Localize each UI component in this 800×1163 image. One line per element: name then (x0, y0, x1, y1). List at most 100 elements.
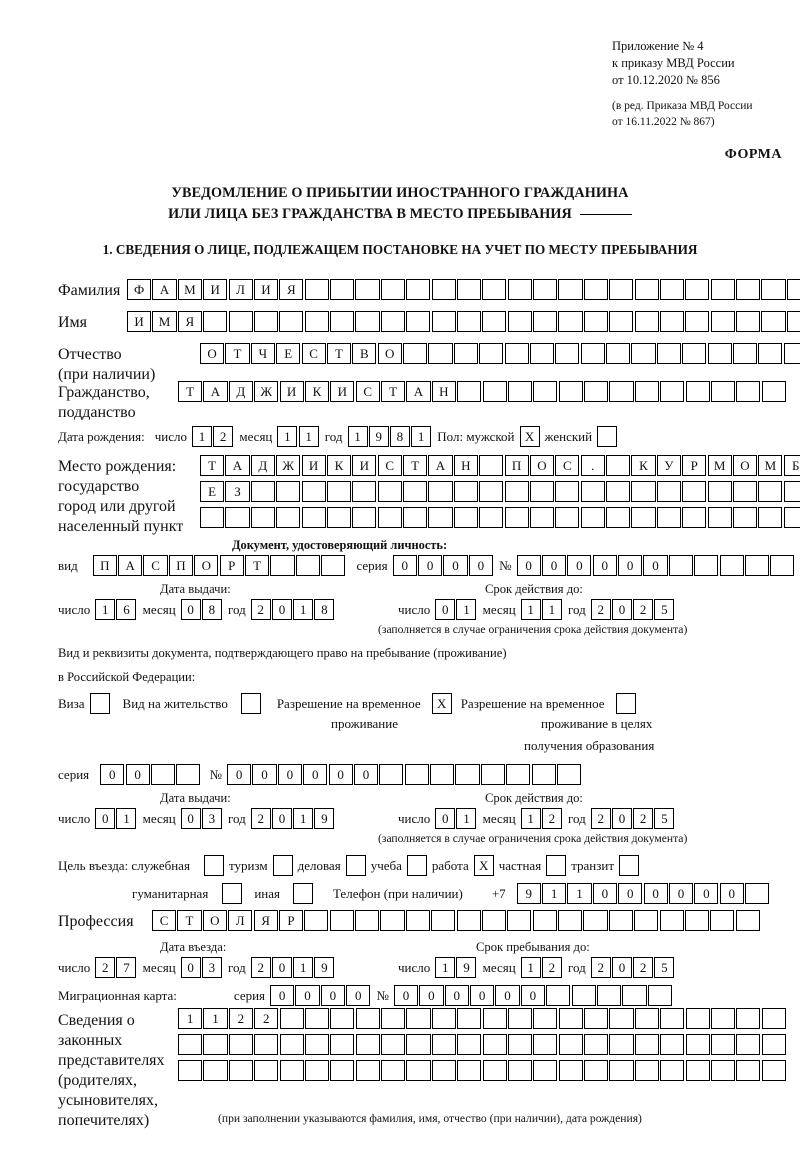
checkbox-temp-residence[interactable]: X (431, 693, 452, 714)
input-cell[interactable] (406, 855, 427, 876)
input-cell[interactable] (719, 555, 744, 576)
input-cell[interactable] (770, 555, 795, 576)
input-cell[interactable] (457, 381, 482, 402)
input-cell[interactable] (479, 455, 504, 476)
input-cell[interactable]: Д (228, 381, 253, 402)
input-cell[interactable]: О (202, 910, 227, 931)
input-cell[interactable] (584, 1034, 609, 1055)
input-cell[interactable] (707, 507, 732, 528)
input-cell[interactable]: Л (228, 910, 253, 931)
checkbox-purpose-tourism[interactable] (272, 855, 293, 876)
input-cell[interactable] (761, 1060, 786, 1081)
input-cell[interactable]: А (203, 381, 228, 402)
input-cell[interactable] (380, 279, 405, 300)
input-cell[interactable] (735, 910, 760, 931)
input-cell[interactable] (656, 481, 681, 502)
input-cell[interactable]: 6 (116, 599, 137, 620)
input-cell[interactable]: 0 (180, 599, 201, 620)
input-cell[interactable] (403, 507, 428, 528)
field-birthplace-row-3[interactable] (200, 507, 800, 528)
input-cell[interactable]: 2 (95, 957, 116, 978)
input-cell[interactable] (685, 311, 710, 332)
input-cell[interactable]: 1 (293, 957, 314, 978)
input-cell[interactable]: А (152, 279, 177, 300)
input-cell[interactable] (405, 910, 430, 931)
input-cell[interactable]: П (168, 555, 194, 576)
input-cell[interactable]: 1 (411, 426, 432, 447)
input-cell[interactable] (634, 1008, 659, 1029)
input-cell[interactable] (710, 311, 735, 332)
input-cell[interactable]: 0 (180, 808, 201, 829)
input-cell[interactable]: Т (200, 455, 225, 476)
input-cell[interactable] (254, 1034, 279, 1055)
input-cell[interactable] (631, 343, 656, 364)
input-cell[interactable]: 0 (180, 957, 201, 978)
input-cell[interactable] (380, 910, 405, 931)
input-cell[interactable] (355, 279, 380, 300)
input-cell[interactable] (619, 855, 640, 876)
input-cell[interactable] (707, 343, 732, 364)
input-cell[interactable] (659, 910, 684, 931)
input-cell[interactable]: Я (279, 279, 304, 300)
input-cell[interactable]: 1 (95, 599, 116, 620)
input-cell[interactable] (533, 311, 558, 332)
input-cell[interactable] (609, 311, 634, 332)
input-cell[interactable] (507, 381, 533, 402)
input-cell[interactable] (507, 1060, 533, 1081)
input-cell[interactable]: 2 (250, 957, 271, 978)
input-cell[interactable] (707, 481, 732, 502)
input-cell[interactable]: 9 (314, 808, 335, 829)
input-cell[interactable]: К (304, 381, 330, 402)
input-cell[interactable]: 3 (201, 808, 222, 829)
input-cell[interactable] (647, 985, 672, 1006)
input-cell[interactable] (250, 481, 275, 502)
input-cell[interactable] (609, 1008, 634, 1029)
input-cell[interactable]: X (519, 426, 540, 447)
input-cell[interactable] (736, 311, 761, 332)
input-cell[interactable]: 0 (643, 555, 668, 576)
input-cell[interactable] (744, 555, 770, 576)
input-cell[interactable] (482, 1060, 507, 1081)
input-cell[interactable] (615, 693, 636, 714)
checkbox-purpose-other[interactable] (292, 883, 313, 904)
input-cell[interactable] (301, 481, 326, 502)
input-cell[interactable]: 0 (353, 764, 379, 785)
input-cell[interactable]: Б (783, 455, 800, 476)
input-cell[interactable] (660, 381, 685, 402)
input-cell[interactable]: Т (381, 381, 406, 402)
input-cell[interactable] (304, 311, 329, 332)
input-cell[interactable] (453, 507, 478, 528)
input-cell[interactable]: П (92, 555, 117, 576)
input-cell[interactable] (583, 279, 608, 300)
input-cell[interactable]: 0 (252, 764, 277, 785)
input-cell[interactable] (406, 1034, 431, 1055)
field-legal-rep-row-2[interactable] (178, 1034, 787, 1055)
input-cell[interactable] (330, 1060, 355, 1081)
input-cell[interactable] (555, 507, 580, 528)
input-cell[interactable] (660, 1060, 685, 1081)
input-cell[interactable]: 1 (520, 808, 541, 829)
input-cell[interactable] (295, 555, 320, 576)
input-cell[interactable]: 1 (178, 1008, 203, 1029)
input-cell[interactable]: М (152, 311, 177, 332)
input-cell[interactable]: 0 (393, 985, 419, 1006)
input-cell[interactable]: 0 (277, 764, 302, 785)
input-cell[interactable] (558, 1060, 583, 1081)
input-cell[interactable] (379, 764, 404, 785)
input-cell[interactable]: 1 (347, 426, 368, 447)
input-cell[interactable] (659, 279, 685, 300)
input-cell[interactable] (304, 910, 329, 931)
input-cell[interactable]: X (431, 693, 452, 714)
input-cell[interactable]: К (631, 455, 656, 476)
input-cell[interactable] (381, 1008, 406, 1029)
input-cell[interactable]: И (330, 381, 355, 402)
input-cell[interactable]: О (194, 555, 219, 576)
input-cell[interactable]: С (143, 555, 168, 576)
input-cell[interactable]: 0 (719, 883, 744, 904)
